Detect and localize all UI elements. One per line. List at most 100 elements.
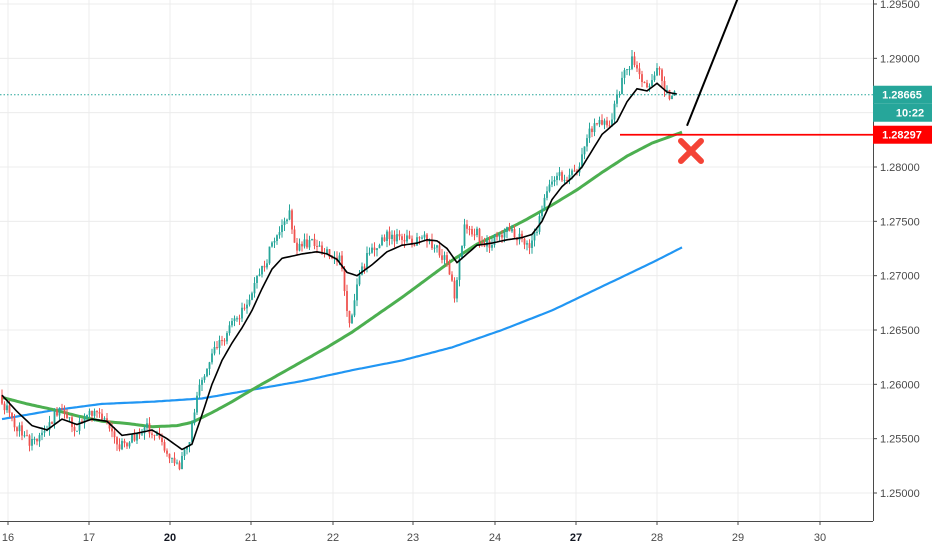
candle-body [36,438,38,442]
candle-body [231,321,233,326]
candle-body [463,224,466,246]
candle-body [396,234,398,242]
candle-body [198,384,201,396]
candle-body [413,244,416,246]
candle-body [288,210,291,220]
candle-body [23,435,26,437]
candle-body [226,333,228,342]
candle-body [51,422,53,424]
candle-body [236,318,238,320]
price-tick-label: 1.29500 [880,0,920,11]
candle-body [66,414,68,419]
candle-body [661,69,663,81]
candle-body [143,427,146,434]
candle-body [313,238,316,246]
candle-body [643,81,646,83]
candle-body [141,433,143,435]
candle-body [151,433,153,435]
time-tick-label: 24 [489,532,501,544]
candle-body [286,219,288,222]
candle-body [528,243,531,248]
candle-body [256,275,258,283]
candle-body [61,408,63,410]
candle-body [43,430,46,433]
time-tick-label: 29 [732,532,744,544]
candle-body [558,172,561,176]
price-tick-label: 1.25500 [880,434,920,446]
candle-body [581,154,583,167]
candle-body [116,437,118,445]
candle-body [21,425,23,436]
current-price-badge [873,85,932,104]
support-level-label: 1.28297 [882,130,922,142]
candle-body [73,426,76,431]
candle-body [456,279,458,299]
candle-body [541,209,543,217]
candle-body [28,435,31,446]
candle-body [433,247,436,249]
candle-body [11,412,13,419]
candle-body [191,423,193,443]
candle-body [156,433,158,436]
candle-body [363,266,366,269]
candle-body [86,414,88,419]
candle-body [83,418,86,424]
countdown-label: 10:22 [896,108,924,120]
candle-body [88,410,91,415]
time-tick-label: 17 [83,532,95,544]
time-tick-label: 21 [245,532,257,544]
candle-body [266,263,268,268]
candle-body [601,120,603,125]
candle-body [628,68,631,70]
candle-body [166,450,168,454]
candle-body [591,128,593,133]
candle-body [306,239,308,248]
candle-body [403,239,406,242]
candle-body [193,412,196,424]
candle-body [78,421,81,431]
candle-body [481,241,483,244]
candle-body [68,417,71,419]
candle-body [153,434,156,436]
candle-body [466,224,468,229]
candle-body [26,435,28,437]
candle-body [338,255,341,262]
candle-body [158,433,161,438]
candle-body [253,282,256,294]
candle-body [178,462,181,470]
time-tick-label: 30 [814,532,826,544]
candle-body [346,291,348,311]
candle-body [398,234,401,237]
time-tick-label: 22 [327,532,339,544]
candle-body [263,265,266,268]
candle-body [451,274,453,281]
countdown-badge [873,103,932,122]
candle-body [188,442,191,447]
candle-body [8,405,11,413]
candle-body [273,240,276,243]
candle-body [441,255,443,260]
candle-body [573,170,576,172]
candle-body [563,179,566,181]
time-axis-labels[interactable]: 16 17 20 21 22 23 24 27 28 29 30 [2,521,826,544]
candle-body [41,432,43,436]
candle-body [296,242,298,251]
candle-body [446,255,448,263]
candle-body [343,268,346,292]
price-tick-label: 1.27500 [880,216,920,228]
candle-body [33,438,36,440]
candle-body [533,231,536,241]
moving-average-slow-line [1,246,683,421]
candle-body [608,125,611,127]
candle-body [461,245,463,259]
candle-body [161,437,163,443]
candle-body [368,252,371,254]
projection-arrow-icon [686,0,739,127]
candle-body [1,395,3,404]
candle-body [351,315,353,324]
candle-body [598,120,601,125]
candle-body [183,449,186,456]
candle-body [666,89,668,91]
